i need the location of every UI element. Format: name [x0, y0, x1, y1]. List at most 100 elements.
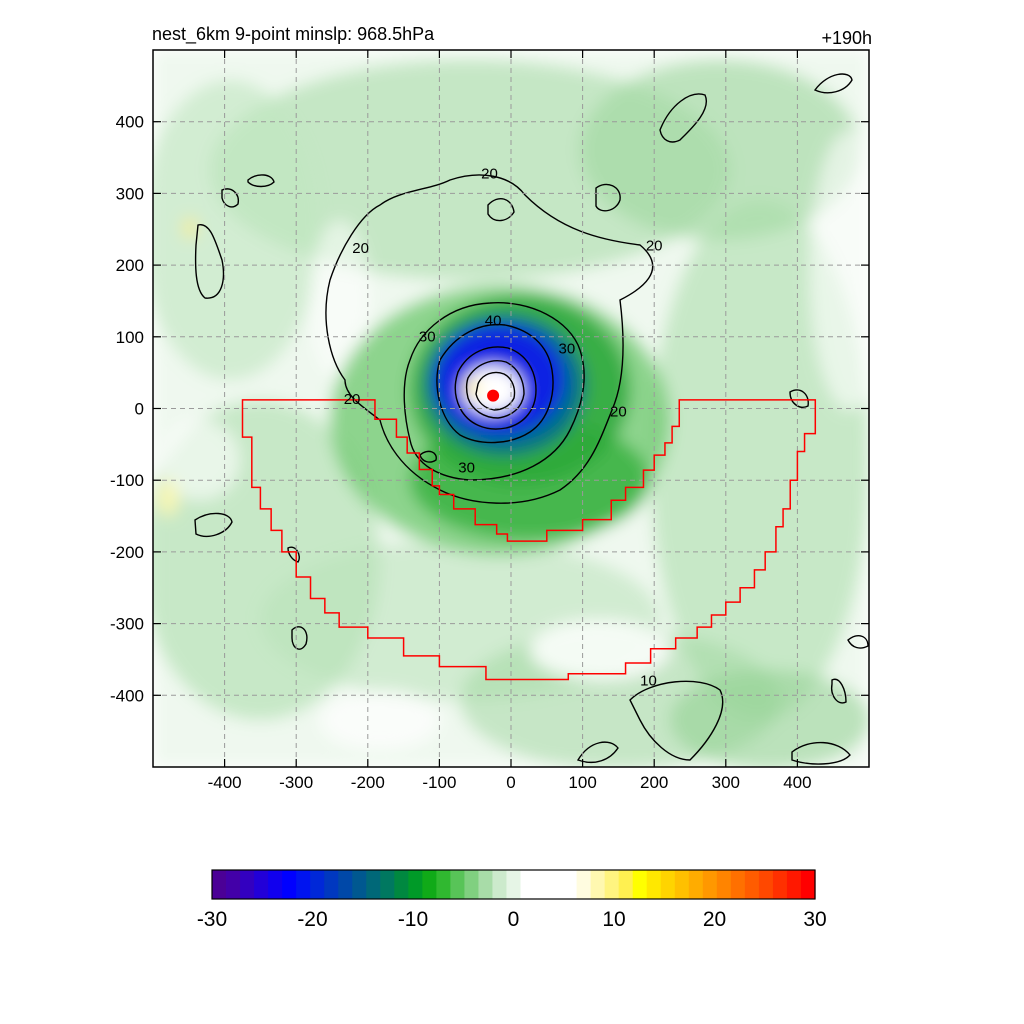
colorbar-cell: [604, 870, 620, 899]
colorbar-cell: [254, 870, 269, 899]
plot-area: 20 20 20 20 20 30 40 30 30 10 -400 -300 -200 -100 0 10…: [110, 49, 870, 792]
x-tick-label: -300: [279, 773, 313, 792]
colorbar-cell: [576, 870, 592, 899]
y-tick-label: 300: [116, 184, 144, 203]
contours: [194, 73, 869, 765]
x-tick-label: -200: [351, 773, 385, 792]
x-tick-label: 300: [712, 773, 740, 792]
colorbar-cell: [548, 870, 564, 899]
colorbar-cell: [744, 870, 760, 899]
x-tick-label: -100: [422, 773, 456, 792]
contour-island-9: [659, 93, 708, 143]
colorbar-cell: [772, 870, 788, 899]
colorbar: -30 -20 -10 0 10 20 30: [197, 869, 827, 931]
contour-label: 20: [610, 404, 627, 421]
x-tick-label: 200: [640, 773, 668, 792]
contour-island-11: [789, 389, 809, 408]
contour-island-13: [576, 741, 619, 764]
colorbar-cell: [534, 870, 550, 899]
y-axis-ticks: 400 300 200 100 0 -100 -200 -300 -400: [110, 113, 869, 705]
contour-labels: 20 20 20 20 20 30 40 30 30 10: [344, 166, 663, 690]
colorbar-cell: [338, 870, 353, 899]
colorbar-cell: [716, 870, 732, 899]
contour-20: [325, 174, 654, 504]
contour-island-7: [287, 546, 300, 563]
contour-inner-2: [465, 360, 525, 419]
contour-label: 20: [646, 237, 663, 254]
x-axis-ticks: -400 -300 -200 -100 0 100 200 300 400: [208, 50, 812, 792]
colorbar-cell: [380, 870, 395, 899]
colorbar-tick-label: 20: [703, 908, 726, 931]
colorbar-cell: [618, 870, 634, 899]
contour-label: 20: [344, 391, 361, 408]
contour-label: 30: [559, 341, 576, 358]
contour-label: 10: [640, 673, 657, 690]
contour-island-8: [291, 626, 308, 650]
contour-island-1: [194, 224, 225, 299]
colorbar-cell: [268, 870, 283, 899]
contour-inner-3: [475, 371, 516, 411]
time-label: +190h: [821, 28, 872, 48]
y-tick-label: 100: [116, 328, 144, 347]
contour-40: [436, 323, 554, 444]
colorbar-tick-label: 30: [803, 908, 826, 931]
colorbar-tick-label: -10: [398, 908, 428, 931]
colorbar-cell: [240, 870, 255, 899]
y-tick-label: -300: [110, 615, 144, 634]
colorbar-cell: [786, 870, 802, 899]
contour-island-10: [813, 73, 853, 94]
x-tick-label: 400: [783, 773, 811, 792]
contour-island-14: [791, 741, 851, 765]
contour-label: 30: [458, 460, 475, 477]
contour-label: 40: [485, 313, 502, 330]
contour-island-6: [194, 512, 233, 538]
colorbar-cell: [478, 870, 494, 899]
colorbar-cell: [366, 870, 381, 899]
contour-island-4: [595, 183, 621, 212]
contour-30: [403, 302, 585, 481]
colorbar-cell: [562, 870, 578, 899]
y-tick-label: 200: [116, 256, 144, 275]
x-tick-label: 0: [506, 773, 515, 792]
colorbar-frame: [211, 869, 816, 900]
center-marker: [487, 389, 500, 402]
colorbar-labels: -30 -20 -10 0 10 20 30: [197, 908, 827, 931]
contour-label: 30: [419, 328, 436, 345]
x-tick-label: -400: [208, 773, 242, 792]
contour-island-3: [247, 174, 275, 188]
contour-island-12: [419, 450, 437, 463]
colorbar-cell: [408, 870, 423, 899]
colorbar-cells: [212, 870, 816, 899]
colorbar-cell: [758, 870, 774, 899]
colorbar-cell: [506, 870, 522, 899]
red-boundary-polygon: [241, 399, 817, 681]
y-tick-label: -400: [110, 686, 144, 705]
colorbar-cell: [730, 870, 746, 899]
colorbar-cell: [282, 870, 297, 899]
colorbar-cell: [450, 870, 466, 899]
y-tick-label: 400: [116, 113, 144, 132]
colorbar-cell: [436, 870, 451, 899]
colorbar-cell: [688, 870, 704, 899]
colorbar-cell: [394, 870, 409, 899]
shaded-field: [153, 50, 869, 767]
colorbar-cell: [226, 870, 241, 899]
y-tick-label: 0: [135, 400, 144, 419]
colorbar-cell: [590, 870, 606, 899]
contour-10: [629, 680, 724, 761]
colorbar-cell: [674, 870, 690, 899]
y-tick-label: -200: [110, 543, 144, 562]
colorbar-cell: [646, 870, 662, 899]
colorbar-cell: [212, 870, 227, 899]
colorbar-cell: [520, 870, 536, 899]
contour-label: 20: [352, 240, 369, 257]
colorbar-tick-label: 10: [602, 908, 625, 931]
colorbar-cell: [632, 870, 648, 899]
colorbar-cell: [310, 870, 325, 899]
colorbar-cell: [464, 870, 480, 899]
contour-island-5: [487, 197, 515, 222]
colorbar-cell: [702, 870, 718, 899]
colorbar-tick-label: -20: [297, 908, 327, 931]
colorbar-cell: [660, 870, 676, 899]
